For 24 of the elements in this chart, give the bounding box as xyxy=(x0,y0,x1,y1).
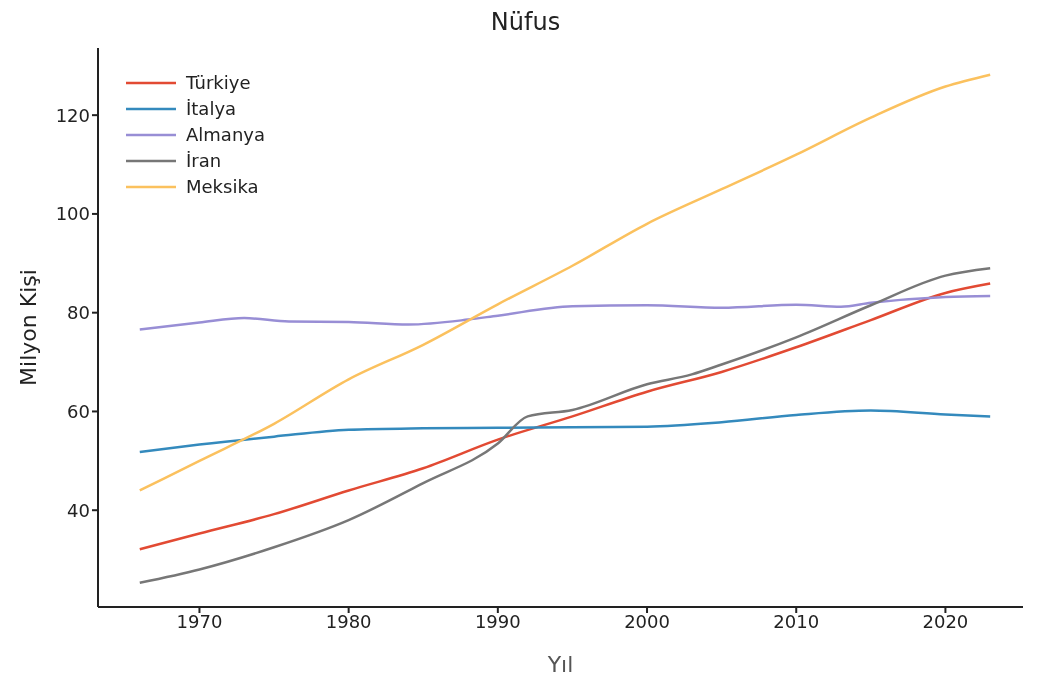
legend-label: Almanya xyxy=(186,123,265,147)
y-tick-label: 40 xyxy=(67,499,90,521)
legend-label: Türkiye xyxy=(186,71,251,95)
x-axis-title: Yıl xyxy=(546,652,574,677)
line-series xyxy=(138,266,992,585)
y-axis-title: Milyon Kişi xyxy=(15,269,41,386)
legend-label: İtalya xyxy=(186,97,237,121)
line-series xyxy=(138,282,992,551)
line-series xyxy=(138,73,992,492)
legend-label: Meksika xyxy=(186,175,259,199)
x-tick-label: 1970 xyxy=(176,610,223,632)
chart-title: Nüfus xyxy=(489,8,562,38)
y-tick-label: 80 xyxy=(67,302,90,324)
line-series xyxy=(138,409,992,454)
x-tick-label: 1990 xyxy=(474,610,521,632)
y-tick-label: 60 xyxy=(67,400,90,422)
x-tick-label: 2000 xyxy=(624,610,670,632)
legend-label: İran xyxy=(186,149,222,173)
x-tick-label: 1980 xyxy=(325,610,372,632)
line-series xyxy=(138,294,992,331)
x-tick-label: 2020 xyxy=(922,610,969,632)
y-tick-label: 120 xyxy=(55,104,90,126)
y-tick-label: 100 xyxy=(55,203,90,225)
x-tick-label: 2010 xyxy=(773,610,820,632)
